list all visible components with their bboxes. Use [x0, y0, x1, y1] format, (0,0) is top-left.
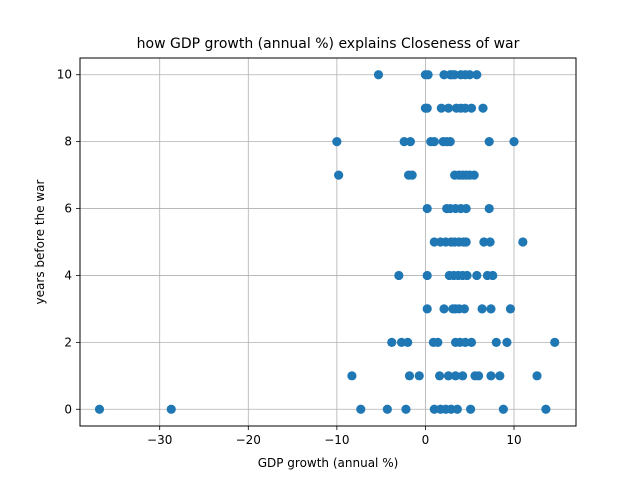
data-point: [443, 371, 454, 381]
data-point: [484, 137, 494, 147]
data-point: [462, 270, 472, 281]
data-point: [461, 237, 471, 247]
data-point: [478, 103, 488, 113]
data-point: [407, 170, 417, 180]
x-tick-label: −20: [236, 433, 261, 447]
data-point: [466, 103, 477, 113]
data-point: [458, 371, 468, 381]
data-point: [403, 337, 413, 347]
data-point: [166, 404, 176, 414]
x-tick-label: 10: [506, 433, 521, 447]
data-point: [422, 103, 432, 113]
data-point: [505, 304, 516, 314]
data-point: [422, 270, 432, 281]
data-point: [518, 237, 528, 247]
data-point: [433, 337, 443, 347]
data-point: [443, 103, 454, 113]
data-point: [466, 404, 476, 414]
data-point: [423, 70, 433, 80]
data-point: [435, 371, 445, 381]
plot-frame: [79, 57, 577, 427]
data-point: [486, 304, 496, 314]
data-point: [472, 70, 482, 80]
data-point: [422, 304, 432, 314]
y-axis-label: years before the war: [33, 179, 47, 304]
x-tick-label: 0: [422, 433, 430, 447]
data-point: [94, 404, 105, 414]
x-tick-label: −10: [324, 433, 349, 447]
data-point: [404, 371, 415, 381]
data-point: [332, 137, 342, 147]
data-point: [491, 337, 501, 347]
data-point: [405, 137, 415, 147]
chart-title: how GDP growth (annual %) explains Close…: [137, 36, 520, 52]
data-point: [387, 337, 397, 347]
y-tick-label: 4: [64, 268, 72, 282]
data-point: [461, 203, 471, 214]
data-point: [450, 371, 461, 381]
data-point: [532, 371, 542, 381]
data-point: [469, 170, 479, 180]
data-point: [465, 70, 475, 80]
data-point: [485, 237, 495, 247]
y-tick-label: 2: [64, 335, 72, 349]
data-point: [439, 304, 449, 314]
data-point: [394, 270, 404, 281]
data-point: [541, 404, 551, 414]
data-point: [495, 371, 505, 381]
data-point: [473, 371, 484, 381]
data-point: [373, 70, 384, 80]
data-point: [477, 304, 487, 314]
data-point: [509, 137, 519, 147]
data-point: [382, 404, 392, 414]
y-tick-label: 6: [64, 202, 72, 216]
data-point: [401, 404, 411, 414]
x-axis-label: GDP growth (annual %): [258, 456, 399, 470]
data-point: [414, 371, 424, 381]
data-points: [94, 70, 560, 414]
y-tick-label: 8: [64, 135, 72, 149]
data-point: [347, 371, 357, 381]
data-point: [486, 371, 496, 381]
data-point: [445, 137, 455, 147]
data-point: [356, 404, 366, 414]
data-point: [429, 137, 439, 147]
data-point: [502, 337, 512, 347]
data-point: [452, 404, 462, 414]
data-point: [422, 203, 432, 214]
x-tick-label: −30: [147, 433, 172, 447]
data-point: [334, 170, 344, 180]
data-point: [436, 103, 446, 113]
data-point: [459, 304, 469, 314]
data-point: [488, 270, 498, 281]
data-point: [484, 203, 494, 214]
data-point: [498, 404, 508, 414]
y-axis-ticks: 0 2 4 6 8 10: [57, 68, 80, 416]
y-tick-label: 10: [57, 68, 72, 82]
data-point: [466, 337, 477, 347]
data-point: [550, 337, 560, 347]
y-tick-label: 0: [64, 402, 72, 416]
data-point: [472, 270, 482, 281]
x-axis-ticks: −30 −20 −10 0 10: [147, 426, 522, 447]
